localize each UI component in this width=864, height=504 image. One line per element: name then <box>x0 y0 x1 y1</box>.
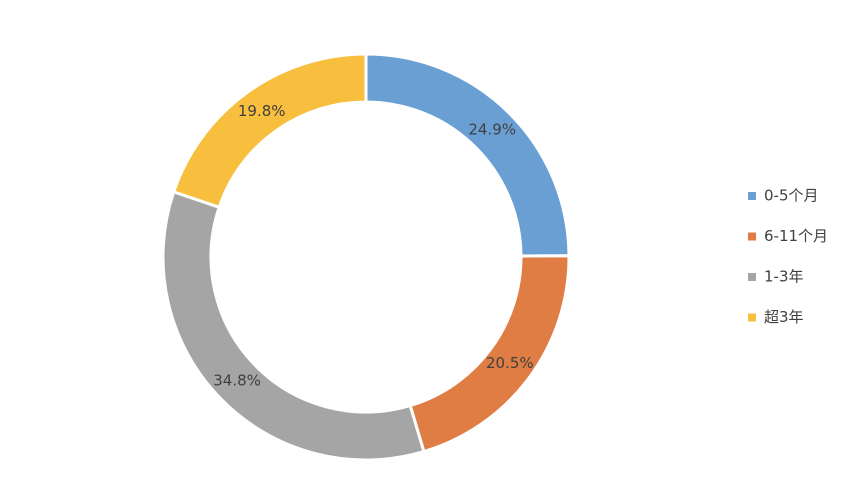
donut-segment <box>364 52 571 258</box>
data-label: 19.8% <box>238 102 286 120</box>
legend-swatch <box>748 192 756 200</box>
data-label: 20.5% <box>486 354 534 372</box>
legend-label: 6-11个月 <box>764 227 828 245</box>
donut-segment <box>161 189 426 462</box>
legend-swatch <box>748 232 756 241</box>
legend-label: 1-3年 <box>764 268 804 286</box>
legend-label: 0-5个月 <box>764 187 819 205</box>
legend-swatch <box>748 313 756 322</box>
legend-swatch <box>748 273 756 281</box>
data-label: 34.8% <box>213 372 261 390</box>
donut-segment <box>171 52 368 210</box>
legend-label: 超3年 <box>764 308 804 326</box>
data-label: 24.9% <box>468 121 516 139</box>
